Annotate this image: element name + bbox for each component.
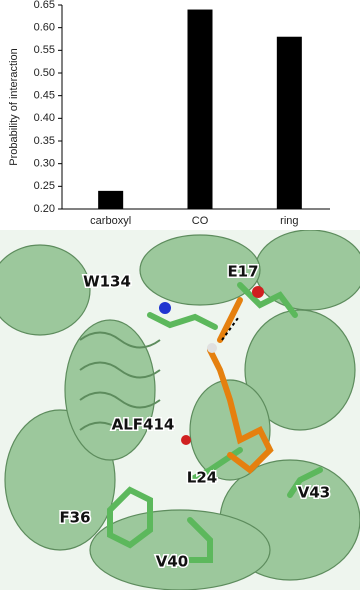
residue-label: V43 [298,484,330,502]
residue-label: ALF414 [112,416,175,434]
y-tick-label: 0.30 [34,158,55,170]
y-tick-label: 0.25 [34,180,55,192]
y-tick-label: 0.65 [34,0,55,11]
x-tick-label: carboxyl [90,215,131,227]
y-tick-label: 0.45 [34,90,55,102]
y-tick-label: 0.20 [34,203,55,215]
y-tick-label: 0.50 [34,67,55,79]
ligand-sticks [107,282,323,563]
x-tick-label: ring [280,215,298,227]
bar [276,36,302,209]
residue-label: W134 [83,273,131,291]
y-tick-label: 0.35 [34,135,55,147]
y-tick-label: 0.55 [34,44,55,56]
x-tick-label: CO [192,215,209,227]
y-tick-label: 0.60 [34,22,55,34]
bar [98,190,124,209]
residue-label: F36 [59,509,90,527]
structure-image: W134 E17 ALF414 L24 F36 V40 V43 [0,230,360,590]
bar [187,9,213,210]
residue-label: L24 [187,469,217,487]
y-tick-label: 0.40 [34,112,55,124]
chart: Probability of interaction 0.20 0.25 0.30 0… [8,0,330,227]
residue-label: V40 [156,553,188,571]
residue-label: E17 [227,263,258,281]
protein-cartoon [0,230,360,590]
y-axis-label: Probability of interaction [8,48,20,165]
